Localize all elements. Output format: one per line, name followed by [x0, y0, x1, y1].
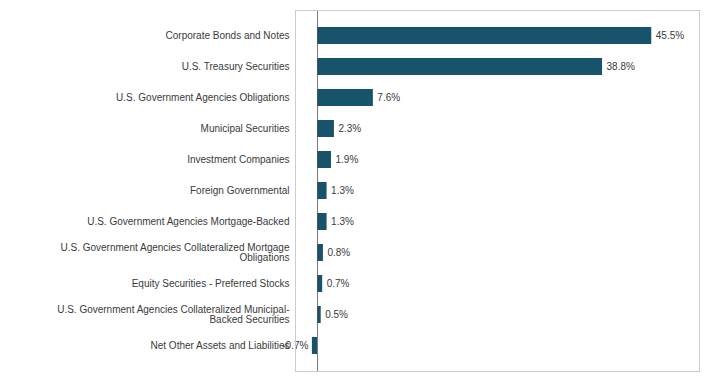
svg-text:U.S. Government Agencies Mortg: U.S. Government Agencies Mortgage-Backed	[87, 216, 289, 227]
svg-text:Net Other Assets and Liabiliti: Net Other Assets and Liabilities	[151, 340, 290, 351]
svg-text:45.5%: 45.5%	[656, 30, 684, 41]
svg-text:0.7%: 0.7%	[327, 278, 350, 289]
svg-text:Foreign Governmental: Foreign Governmental	[190, 185, 290, 196]
svg-text:U.S. Government Agencies Colla: U.S. Government Agencies Collateralized …	[57, 304, 289, 325]
svg-text:1.3%: 1.3%	[331, 185, 354, 196]
svg-text:2.3%: 2.3%	[338, 123, 361, 134]
svg-text:Equity Securities - Preferred: Equity Securities - Preferred Stocks	[132, 278, 290, 289]
svg-text:0.8%: 0.8%	[327, 247, 350, 258]
svg-text:1.9%: 1.9%	[335, 154, 358, 165]
svg-text:7.6%: 7.6%	[377, 92, 400, 103]
svg-text:0.5%: 0.5%	[325, 309, 348, 320]
svg-text:Corporate Bonds and Notes: Corporate Bonds and Notes	[166, 30, 290, 41]
svg-text:1.3%: 1.3%	[331, 216, 354, 227]
svg-text:Municipal Securities: Municipal Securities	[201, 123, 290, 134]
svg-text:U.S. Government Agencies Colla: U.S. Government Agencies Collateralized …	[60, 242, 289, 263]
svg-text:U.S. Treasury Securities: U.S. Treasury Securities	[182, 61, 290, 72]
svg-text:38.8%: 38.8%	[607, 61, 635, 72]
svg-text:Investment Companies: Investment Companies	[187, 154, 289, 165]
svg-text:U.S. Government Agencies Oblig: U.S. Government Agencies Obligations	[116, 92, 289, 103]
svg-text:-0.7%: -0.7%	[282, 340, 309, 352]
